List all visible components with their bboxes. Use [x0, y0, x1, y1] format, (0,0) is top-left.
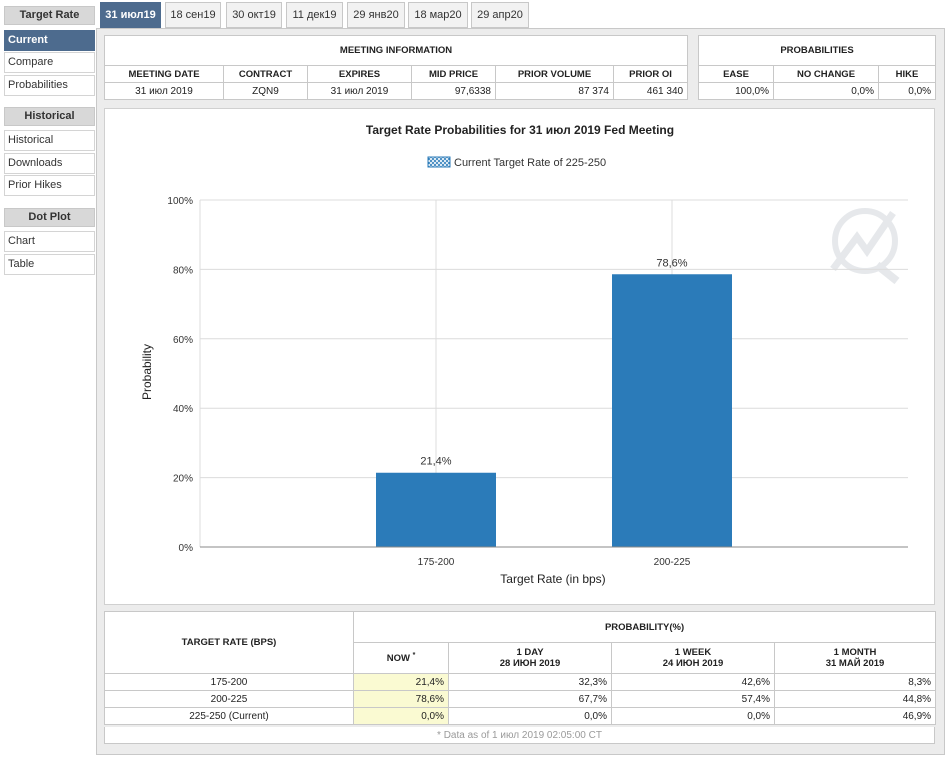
header-ease: EASE: [698, 65, 774, 83]
sidebar-item-downloads[interactable]: Downloads: [4, 153, 95, 174]
header-contract: CONTRACT: [223, 65, 308, 83]
table-row: 225-250 (Current) 0,0% 0,0% 0,0% 46,9%: [104, 707, 937, 725]
x-tick-label: 175-200: [418, 557, 455, 568]
header-hike: HIKE: [877, 65, 937, 83]
prob-now: 78,6%: [353, 690, 449, 708]
y-tick-label: 100%: [167, 196, 193, 207]
header-no-change: NO CHANGE: [773, 65, 879, 83]
no-change-value: 0,0%: [773, 82, 879, 100]
prob-1-week: 42,6%: [611, 673, 775, 691]
y-tick-label: 40%: [173, 404, 193, 415]
prob-1-week: 0,0%: [611, 707, 775, 725]
sidebar-item-historical[interactable]: Historical: [4, 130, 95, 151]
y-axis-label: Probability: [140, 344, 154, 400]
prob-1-day: 67,7%: [448, 690, 612, 708]
bar-data-label: 78,6%: [656, 257, 687, 269]
table-row: 175-200 21,4% 32,3% 42,6% 8,3%: [104, 673, 937, 691]
rate-label: 200-225: [104, 690, 354, 708]
sidebar-group-historical[interactable]: Historical: [4, 107, 95, 126]
contract-value: ZQN9: [223, 82, 308, 100]
sidebar-group-dot-plot[interactable]: Dot Plot: [4, 208, 95, 227]
probabilities-title: PROBABILITIES: [697, 35, 937, 66]
prob-1-week: 57,4%: [611, 690, 775, 708]
tab-meeting-6[interactable]: 18 мар20: [408, 2, 468, 28]
ease-value: 100,0%: [698, 82, 774, 100]
sidebar-item-chart[interactable]: Chart: [4, 231, 95, 252]
sidebar-item-table[interactable]: Table: [4, 254, 95, 275]
legend-swatch: [427, 156, 451, 168]
y-tick-label: 80%: [173, 265, 193, 276]
tab-meeting-2[interactable]: 18 сен19: [165, 2, 221, 28]
rate-label: 225-250 (Current): [104, 707, 354, 725]
probability-chart: Target Rate Probabilities for 31 июл 201…: [140, 123, 908, 586]
chart-panel: Target Rate Probabilities for 31 июл 201…: [104, 108, 935, 605]
chart-title: Target Rate Probabilities for 31 июл 201…: [366, 123, 674, 137]
tab-meeting-5[interactable]: 29 янв20: [347, 2, 405, 28]
sidebar-group-target-rate[interactable]: Target Rate: [4, 6, 95, 25]
header-1-month: 1 MONTH 31 МАЙ 2019: [773, 642, 937, 674]
table-row: 200-225 78,6% 67,7% 57,4% 44,8%: [104, 690, 937, 708]
probability-history-table: TARGET RATE (BPS) PROBABILITY(%) NOW * 1…: [104, 611, 937, 725]
hike-value: 0,0%: [877, 82, 937, 100]
meeting-date-value: 31 июл 2019: [104, 82, 224, 100]
chart-legend: Current Target Rate of 225-250: [454, 157, 606, 169]
bar: [612, 274, 732, 547]
y-axis-ticks: 0% 20% 40% 60% 80% 100%: [167, 196, 193, 554]
header-expires: EXPIRES: [307, 65, 412, 83]
header-prior-volume: PRIOR VOLUME: [495, 65, 614, 83]
watermark-logo: [830, 208, 900, 285]
header-1-day: 1 DAY 28 ИЮН 2019: [448, 642, 612, 674]
rate-label: 175-200: [104, 673, 354, 691]
tab-meeting-3[interactable]: 30 окт19: [226, 2, 282, 28]
prob-1-month: 44,8%: [773, 690, 937, 708]
chart-gridlines: [199, 199, 908, 548]
prob-1-day: 0,0%: [448, 707, 612, 725]
bar: [376, 472, 496, 547]
meeting-info-title: MEETING INFORMATION: [103, 35, 689, 66]
tab-meeting-7[interactable]: 29 апр20: [471, 2, 529, 28]
tab-meeting-4[interactable]: 11 дек19: [286, 2, 343, 28]
x-axis-label: Target Rate (in bps): [500, 572, 605, 586]
header-mid-price: MID PRICE: [411, 65, 496, 83]
prob-now: 21,4%: [353, 673, 449, 691]
prob-1-month: 8,3%: [773, 673, 937, 691]
x-axis-ticks: 175-200 200-225: [418, 557, 691, 568]
header-now: NOW *: [353, 642, 449, 674]
sidebar-item-prior-hikes[interactable]: Prior Hikes: [4, 175, 95, 196]
prior-oi-value: 461 340: [612, 82, 689, 100]
header-prior-oi: PRIOR OI: [612, 65, 689, 83]
y-tick-label: 20%: [173, 474, 193, 485]
tab-meeting-1[interactable]: 31 июл19: [100, 2, 161, 28]
y-tick-label: 60%: [173, 335, 193, 346]
x-tick-label: 200-225: [654, 557, 691, 568]
header-1-week: 1 WEEK 24 ИЮН 2019: [611, 642, 775, 674]
prob-now: 0,0%: [353, 707, 449, 725]
prob-1-month: 46,9%: [773, 707, 937, 725]
header-target-rate: TARGET RATE (BPS): [104, 611, 354, 674]
chart-bars: 21,4% 78,6%: [376, 257, 732, 547]
meeting-info-table: MEETING INFORMATION MEETING DATE CONTRAC…: [103, 35, 689, 100]
sidebar: Target Rate Current Compare Probabilitie…: [0, 0, 96, 757]
prior-volume-value: 87 374: [495, 82, 614, 100]
sidebar-item-probabilities[interactable]: Probabilities: [4, 75, 95, 96]
prob-1-day: 32,3%: [448, 673, 612, 691]
header-meeting-date: MEETING DATE: [104, 65, 224, 83]
sidebar-item-current[interactable]: Current: [4, 30, 95, 51]
data-timestamp-footnote: * Data as of 1 июл 2019 02:05:00 CT: [104, 727, 935, 744]
header-probability: PROBABILITY(%): [352, 611, 937, 643]
probabilities-table: PROBABILITIES EASE NO CHANGE HIKE 100,0%…: [697, 35, 937, 100]
sidebar-item-compare[interactable]: Compare: [4, 52, 95, 73]
mid-price-value: 97,6338: [411, 82, 496, 100]
y-tick-label: 0%: [179, 543, 194, 554]
bar-data-label: 21,4%: [420, 456, 451, 468]
expires-value: 31 июл 2019: [307, 82, 412, 100]
